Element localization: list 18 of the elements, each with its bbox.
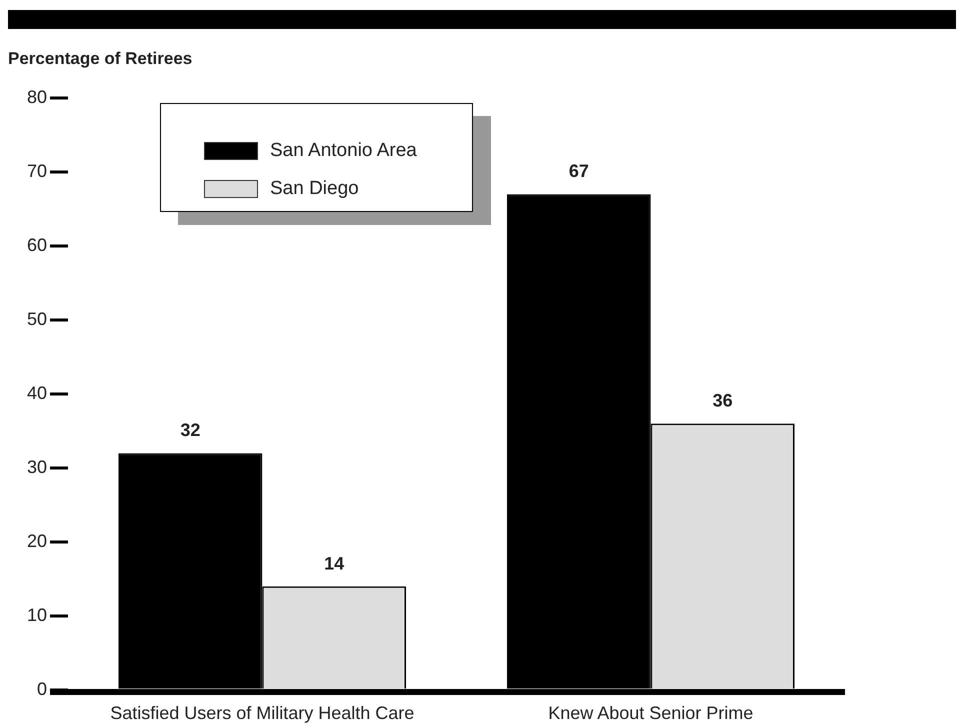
y-axis-title: Percentage of Retirees <box>8 49 192 69</box>
y-tick-label: 70 <box>26 160 47 181</box>
data-label: 67 <box>568 161 589 182</box>
data-label: 32 <box>180 420 200 440</box>
legend-label: San Diego <box>270 178 359 200</box>
x-tick-label: Knew About Senior Prime <box>548 702 754 723</box>
x-tick-label: Satisfied Users of Military Health Care <box>110 702 414 723</box>
y-tick-label: 50 <box>26 308 47 329</box>
y-tick-label: 30 <box>26 456 47 477</box>
y-tick-label: 60 <box>26 234 47 255</box>
y-tick-label: 80 <box>26 86 47 107</box>
legend-label: San Antonio Area <box>270 140 417 162</box>
y-tick-label: 40 <box>26 382 47 403</box>
data-label: 36 <box>712 390 733 411</box>
y-tick-label: 10 <box>26 604 47 625</box>
y-tick-label: 20 <box>26 530 47 551</box>
data-label: 14 <box>324 553 344 574</box>
y-tick-label: 0 <box>36 678 47 699</box>
